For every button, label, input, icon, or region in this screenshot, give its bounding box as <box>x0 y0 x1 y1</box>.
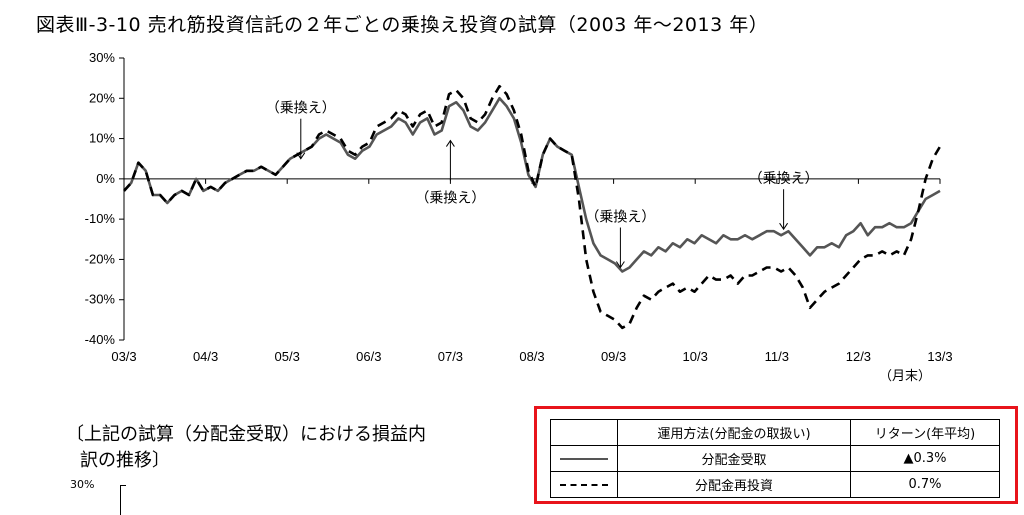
secondary-y-axis-tick <box>120 485 126 486</box>
x-tick-label: 09/3 <box>601 349 626 364</box>
x-tick-label: 06/3 <box>356 349 381 364</box>
x-tick-label: 10/3 <box>683 349 708 364</box>
y-tick-label: -20% <box>85 251 116 266</box>
annotation-label: （乗換え） <box>266 101 336 117</box>
legend-highlight-box <box>534 406 1018 504</box>
x-axis: 03/3 04/3 05/3 06/3 07/3 08/3 09/3 10/3 11/3 12/3… <box>111 178 953 384</box>
secondary-y-tick-label: 30% <box>70 478 95 491</box>
x-tick-label: 05/3 <box>275 349 300 364</box>
secondary-title-line2: 訳の推移〕 <box>80 450 170 471</box>
legend-row: 分配金受取 ▲0.3% <box>550 445 1000 472</box>
legend-header-line <box>550 419 618 446</box>
x-tick-label: 08/3 <box>519 349 544 364</box>
legend-row: 分配金再投資 0.7% <box>550 471 1000 498</box>
x-tick-label: 03/3 <box>111 349 136 364</box>
legend-header-row: 運用方法(分配金の取扱い) リターン(年平均) <box>550 419 1000 446</box>
arrow-head <box>779 222 789 231</box>
y-tick-label: 10% <box>89 131 115 146</box>
secondary-chart-title: 〔上記の試算（分配金受取）における損益内 訳の推移〕 <box>66 422 426 474</box>
secondary-y-axis <box>120 485 121 515</box>
series-line-reinvest <box>123 84 942 330</box>
legend-return-value: ▲0.3% <box>850 445 1000 472</box>
x-tick-label: 11/3 <box>765 349 789 364</box>
secondary-title-line1: 〔上記の試算（分配金受取）における損益内 <box>66 424 426 445</box>
chart-title: 図表Ⅲ-3-10 売れ筋投資信託の２年ごとの乗換え投資の試算（2003 年～20… <box>36 14 769 36</box>
legend-method-label: 分配金受取 <box>617 445 851 472</box>
y-tick-label: -40% <box>85 332 116 347</box>
arrow-head <box>296 152 306 160</box>
x-tick-label: 13/3 <box>927 349 952 364</box>
legend-return-value: 0.7% <box>850 471 1000 498</box>
y-tick-label: 20% <box>89 90 115 105</box>
series-layer <box>123 84 942 330</box>
y-tick-label: 30% <box>89 50 115 65</box>
legend-table: 運用方法(分配金の取扱い) リターン(年平均) 分配金受取 ▲0.3% 分配金再… <box>550 419 1000 498</box>
annotation-label: （乗換え） <box>415 191 485 207</box>
legend-header-method: 運用方法(分配金の取扱い) <box>617 419 851 446</box>
legend-line-sample-solid <box>550 445 618 472</box>
arrow-head <box>615 261 625 269</box>
arrow-head <box>445 139 455 147</box>
x-tick-label: 04/3 <box>193 349 218 364</box>
legend-header-return: リターン(年平均) <box>850 419 1000 446</box>
annotation-label: （乗換え） <box>585 209 655 225</box>
y-axis: 30% 20% 10% 0% -10% -20% -30% -40% <box>85 50 125 347</box>
x-unit-label: （月末） <box>879 369 931 384</box>
annotation-layer: （乗換え） （乗換え） （乗換え） （乗換え） <box>266 101 819 269</box>
y-tick-label: 0% <box>96 171 115 186</box>
x-tick-label: 12/3 <box>846 349 871 364</box>
annotation-label: （乗換え） <box>749 171 819 187</box>
line-chart: 30% 20% 10% 0% -10% -20% -30% -40% 03/3 04/3 05/3… <box>85 50 953 384</box>
legend-method-label: 分配金再投資 <box>617 471 851 498</box>
y-tick-label: -30% <box>85 292 116 307</box>
legend-line-sample-dashed <box>550 471 618 498</box>
x-tick-label: 07/3 <box>438 349 463 364</box>
y-tick-label: -10% <box>85 211 116 226</box>
